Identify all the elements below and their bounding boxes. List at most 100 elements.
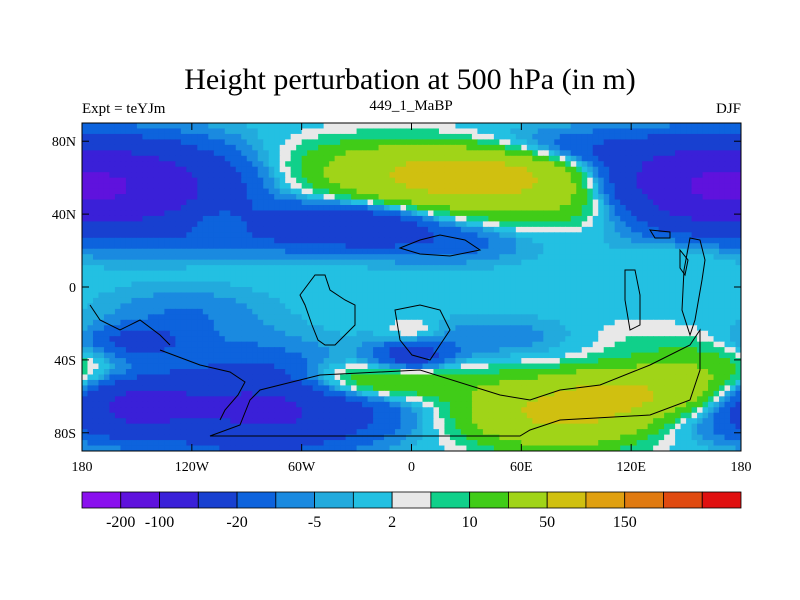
field-cell <box>252 205 259 212</box>
field-cell <box>576 237 583 244</box>
field-cell <box>406 265 413 272</box>
field-cell <box>554 281 561 288</box>
field-cell <box>570 221 577 228</box>
field-cell <box>406 161 413 168</box>
field-cell <box>669 303 676 310</box>
field-cell <box>543 292 550 299</box>
field-cell <box>416 336 424 343</box>
field-cell <box>307 254 314 261</box>
field-cell <box>416 144 424 151</box>
field-cell <box>197 194 204 201</box>
field-cell <box>340 254 347 261</box>
field-cell <box>499 188 506 195</box>
field-cell <box>636 259 643 266</box>
field-cell <box>147 254 154 261</box>
field-cell <box>279 128 286 135</box>
field-cell <box>109 183 116 190</box>
field-cell <box>499 270 506 277</box>
field-cell <box>274 276 281 283</box>
field-cell <box>614 325 621 332</box>
field-cell <box>730 221 737 228</box>
field-cell <box>351 128 358 135</box>
field-cell <box>279 221 286 228</box>
field-cell <box>521 281 528 288</box>
field-cell <box>389 210 396 217</box>
field-cell <box>708 237 715 244</box>
field-cell <box>449 128 457 135</box>
field-cell <box>455 139 462 146</box>
field-cell <box>647 128 654 135</box>
field-cell <box>460 133 468 140</box>
field-cell <box>103 336 111 343</box>
field-cell <box>675 319 682 326</box>
field-cell <box>400 308 407 315</box>
field-cell <box>708 210 715 217</box>
field-cell <box>455 292 462 299</box>
field-cell <box>384 347 391 354</box>
field-cell <box>510 194 517 201</box>
field-cell <box>625 166 632 173</box>
field-cell <box>345 199 352 206</box>
field-cell <box>285 155 292 162</box>
field-cell <box>367 319 374 326</box>
field-cell <box>691 150 698 157</box>
field-cell <box>114 314 122 321</box>
field-cell <box>235 226 242 233</box>
field-cell <box>444 183 451 190</box>
field-cell <box>708 161 715 168</box>
field-cell <box>603 210 610 217</box>
field-cell <box>526 243 533 250</box>
field-cell <box>208 254 215 261</box>
field-cell <box>367 243 374 250</box>
field-cell <box>87 281 94 288</box>
field-cell <box>482 243 489 250</box>
field-cell <box>455 133 462 140</box>
field-cell <box>219 341 226 348</box>
field-cell <box>274 232 281 239</box>
field-cell <box>114 237 122 244</box>
field-cell <box>477 183 484 190</box>
field-cell <box>614 188 621 195</box>
field-cell <box>384 128 391 135</box>
field-cell <box>554 254 561 261</box>
field-cell <box>647 276 654 283</box>
field-cell <box>614 303 621 310</box>
field-cell <box>493 161 500 168</box>
field-cell <box>427 123 435 130</box>
field-cell <box>114 297 122 304</box>
field-cell <box>455 194 462 201</box>
field-cell <box>323 325 330 332</box>
field-cell <box>482 319 489 326</box>
field-cell <box>180 319 187 326</box>
field-cell <box>219 144 226 151</box>
field-cell <box>576 161 583 168</box>
field-cell <box>565 155 572 162</box>
field-cell <box>246 303 253 310</box>
field-cell <box>219 281 226 288</box>
field-cell <box>581 341 588 348</box>
field-cell <box>576 199 583 206</box>
field-cell <box>400 144 407 151</box>
field-cell <box>592 150 599 157</box>
field-cell <box>120 292 127 299</box>
field-cell <box>241 215 248 222</box>
field-cell <box>175 243 182 250</box>
field-cell <box>466 237 473 244</box>
field-cell <box>131 259 138 266</box>
field-cell <box>395 270 402 277</box>
field-cell <box>252 123 259 130</box>
field-cell <box>109 210 116 217</box>
field-cell <box>356 205 363 212</box>
field-cell <box>565 128 572 135</box>
field-cell <box>153 287 160 294</box>
field-cell <box>449 144 457 151</box>
field-cell <box>213 123 220 130</box>
field-cell <box>230 123 237 130</box>
field-cell <box>334 144 341 151</box>
field-cell <box>680 341 687 348</box>
field-cell <box>438 308 446 315</box>
field-cell <box>92 330 100 337</box>
field-cell <box>647 172 654 179</box>
field-cell <box>136 243 144 250</box>
field-cell <box>680 336 687 343</box>
